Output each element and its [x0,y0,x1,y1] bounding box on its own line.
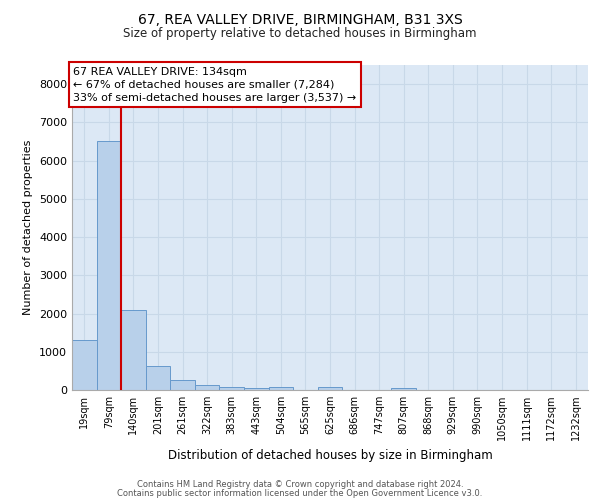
Bar [220,387,244,390]
Y-axis label: Number of detached properties: Number of detached properties [23,140,34,315]
Bar [121,310,146,390]
Bar [244,388,269,390]
Text: 67, REA VALLEY DRIVE, BIRMINGHAM, B31 3XS: 67, REA VALLEY DRIVE, BIRMINGHAM, B31 3X… [137,12,463,26]
Bar [72,340,97,390]
Bar [97,142,121,390]
Bar [269,387,293,390]
Text: Contains public sector information licensed under the Open Government Licence v3: Contains public sector information licen… [118,488,482,498]
Text: Contains HM Land Registry data © Crown copyright and database right 2024.: Contains HM Land Registry data © Crown c… [137,480,463,489]
Bar [318,387,342,390]
Bar [146,366,170,390]
Bar [195,385,220,390]
Text: Size of property relative to detached houses in Birmingham: Size of property relative to detached ho… [123,28,477,40]
Bar [391,388,416,390]
X-axis label: Distribution of detached houses by size in Birmingham: Distribution of detached houses by size … [167,448,493,462]
Text: 67 REA VALLEY DRIVE: 134sqm
← 67% of detached houses are smaller (7,284)
33% of : 67 REA VALLEY DRIVE: 134sqm ← 67% of det… [73,66,356,103]
Bar [170,380,195,390]
